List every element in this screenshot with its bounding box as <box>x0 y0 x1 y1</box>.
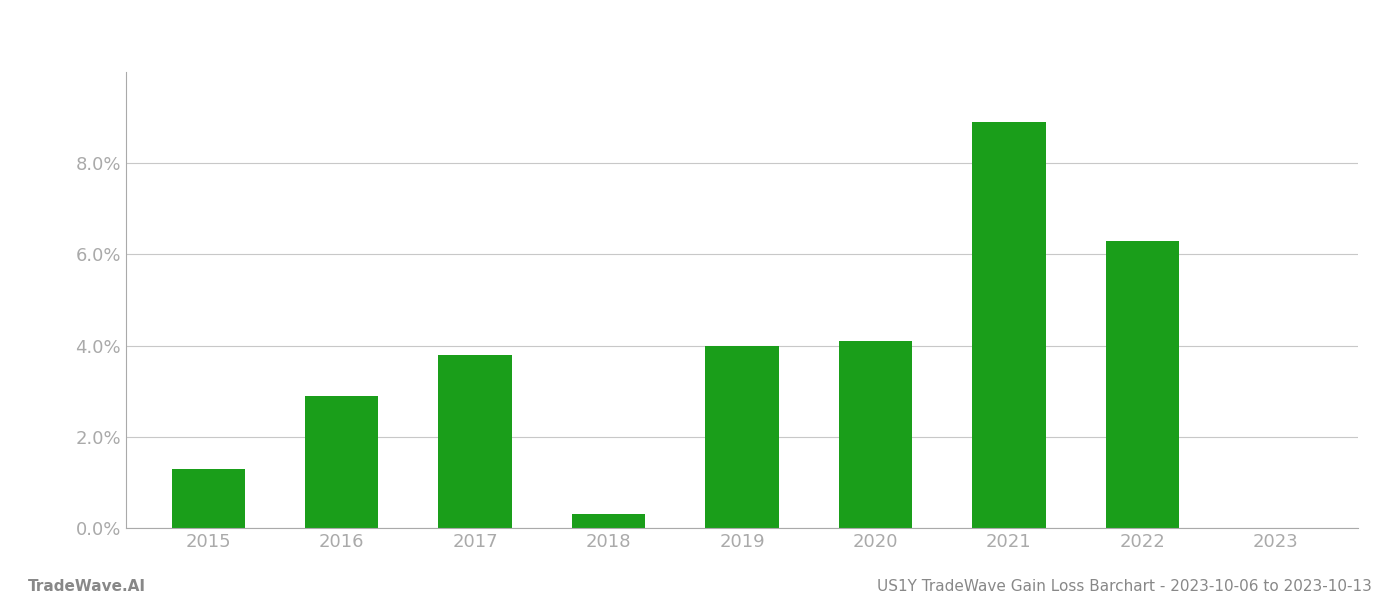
Bar <box>1106 241 1179 528</box>
Bar <box>172 469 245 528</box>
Bar <box>706 346 778 528</box>
Text: TradeWave.AI: TradeWave.AI <box>28 579 146 594</box>
Text: US1Y TradeWave Gain Loss Barchart - 2023-10-06 to 2023-10-13: US1Y TradeWave Gain Loss Barchart - 2023… <box>878 579 1372 594</box>
Bar <box>438 355 512 528</box>
Bar <box>571 514 645 528</box>
Bar <box>305 396 378 528</box>
Bar <box>972 122 1046 528</box>
Bar <box>839 341 913 528</box>
